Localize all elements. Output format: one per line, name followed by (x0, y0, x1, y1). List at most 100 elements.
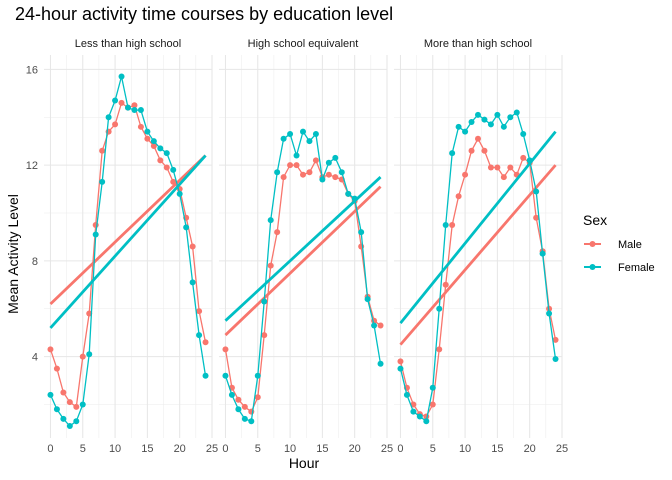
x-tick-label: 0 (397, 443, 403, 455)
data-point-male (436, 346, 443, 353)
data-point-female (462, 128, 469, 135)
x-tick-label: 25 (381, 443, 393, 455)
data-point-female (248, 418, 255, 425)
data-point-female (475, 111, 481, 118)
x-tick-label: 15 (316, 443, 328, 455)
data-point-male (462, 171, 469, 178)
data-point-female (410, 408, 417, 415)
data-point-female (202, 372, 209, 379)
data-point-female (241, 415, 248, 422)
data-point-male (552, 336, 559, 343)
x-tick-label: 5 (255, 443, 261, 455)
data-point-female (494, 111, 501, 118)
data-point-female (86, 351, 93, 358)
data-point-female (183, 224, 190, 231)
legend-label-female: Female (618, 262, 655, 274)
y-axis-title: Mean Activity Level (5, 194, 21, 314)
x-tick-label: 20 (524, 443, 536, 455)
data-point-female (267, 217, 274, 224)
data-point-male (118, 99, 125, 106)
legend-title: Sex (583, 212, 607, 228)
data-point-female (47, 391, 54, 398)
data-point-female (533, 188, 540, 195)
x-tick-label: 15 (491, 443, 503, 455)
x-tick-label: 15 (141, 443, 153, 455)
data-point-male (455, 193, 462, 200)
data-point-female (526, 157, 533, 164)
data-point-female (176, 190, 183, 197)
data-point-female (131, 107, 138, 114)
data-point-male (468, 147, 475, 154)
data-point-female (546, 310, 553, 317)
data-point-female (364, 296, 371, 303)
data-point-male (429, 401, 436, 408)
facet-strip-label: More than high school (424, 38, 532, 50)
y-tick-label: 4 (32, 352, 38, 364)
data-point-female (53, 406, 60, 413)
data-point-male (481, 147, 488, 154)
facet-panel: More than high school 0 5 10 15 20 25 (394, 38, 568, 455)
data-point-female (416, 413, 423, 420)
data-point-male (112, 121, 119, 128)
data-point-male (442, 281, 449, 288)
trend-line-female (399, 130, 557, 324)
data-point-male (222, 346, 229, 353)
series-line-female (49, 76, 207, 427)
data-point-female (449, 150, 456, 157)
data-point-female (455, 123, 462, 130)
y-tick-label: 16 (26, 64, 38, 76)
data-point-female (157, 145, 164, 152)
series-line-male (399, 137, 557, 418)
data-point-male (53, 365, 60, 372)
data-point-female (150, 138, 157, 145)
trend-line-male (224, 185, 382, 337)
x-axis-title: Hour (289, 455, 320, 471)
legend-label-male: Male (618, 239, 642, 251)
trend-line-female (49, 154, 207, 329)
data-point-male (254, 394, 261, 401)
chart-panels: Less than high school 0 5 10 15 20 25 4 8 12 16 Hig… (26, 38, 568, 455)
data-point-female (436, 305, 443, 312)
legend-key-point (589, 264, 596, 270)
y-tick-label: 12 (26, 160, 38, 172)
data-point-female (163, 150, 170, 157)
data-point-female (513, 109, 520, 116)
facet-strip-label: High school equivalent (248, 38, 359, 50)
data-point-male (274, 229, 281, 236)
data-point-female (403, 391, 410, 398)
data-point-male (261, 332, 268, 339)
data-point-female (196, 332, 203, 339)
data-point-female (468, 119, 475, 126)
data-point-male (487, 164, 494, 171)
x-tick-label: 5 (80, 443, 86, 455)
x-tick-label: 10 (284, 443, 296, 455)
data-point-female (118, 73, 125, 80)
data-point-female (325, 159, 332, 166)
data-point-female (287, 130, 294, 137)
data-point-male (189, 243, 196, 250)
data-point-female (539, 250, 546, 257)
data-point-female (293, 152, 300, 159)
data-point-female (60, 415, 67, 422)
facet-panel: High school equivalent 0 5 10 15 20 25 (219, 38, 393, 455)
data-point-male (325, 171, 332, 178)
data-point-female (481, 116, 488, 123)
data-point-female (66, 423, 73, 430)
data-point-female (371, 322, 378, 329)
data-point-female (306, 138, 313, 145)
data-point-female (228, 391, 235, 398)
data-point-female (105, 114, 112, 121)
data-point-female (73, 418, 80, 425)
chart-title: 24-hour activity time courses by educati… (15, 4, 393, 24)
data-point-male (99, 147, 106, 154)
data-point-male (300, 171, 306, 178)
data-point-female (274, 169, 281, 176)
data-point-female (507, 114, 514, 121)
data-point-male (507, 164, 514, 171)
data-point-female (429, 384, 436, 391)
data-point-male (520, 154, 527, 161)
data-point-female (92, 231, 99, 238)
data-point-female (79, 401, 86, 408)
data-point-female (338, 169, 345, 176)
data-point-male (332, 174, 339, 181)
